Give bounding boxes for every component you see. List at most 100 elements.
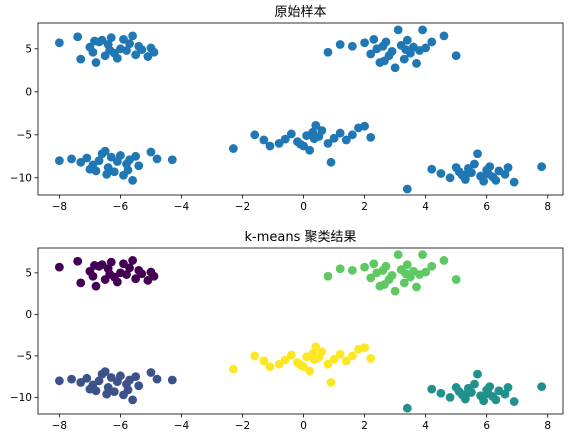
scatter-point	[462, 169, 472, 179]
scatter-point	[296, 360, 305, 370]
x-tick-label: 8	[544, 420, 551, 432]
y-tick-label: −5	[17, 351, 32, 363]
scatter-point	[296, 139, 305, 149]
scatter-point	[380, 56, 389, 66]
scatter-point	[451, 51, 461, 61]
scatter-point	[128, 31, 138, 41]
scatter-point	[54, 38, 64, 48]
scatter-point	[421, 267, 431, 277]
scatter-point	[152, 374, 162, 384]
scatter-point	[483, 389, 493, 399]
x-tick-label: −6	[113, 201, 129, 213]
scatter-point	[116, 371, 125, 381]
scatter-point	[116, 151, 125, 160]
scatter-point	[76, 157, 86, 167]
scatter-point	[90, 261, 99, 270]
scatter-point	[381, 37, 391, 47]
scatter-point	[436, 388, 446, 398]
scatter-point	[366, 273, 376, 283]
scatter-point	[485, 382, 495, 392]
scatter-point	[473, 369, 482, 379]
scatter-point	[402, 260, 412, 269]
scatter-point	[103, 163, 113, 172]
y-tick-label: −5	[17, 130, 32, 142]
scatter-point	[427, 37, 437, 47]
scatter-point	[412, 59, 421, 68]
scatter-point	[122, 46, 131, 55]
scatter-point	[445, 173, 455, 183]
scatter-point	[335, 349, 345, 359]
scatter-point	[305, 366, 315, 376]
scatter-point	[73, 256, 83, 266]
scatter-point	[402, 184, 412, 194]
x-tick-label: −6	[113, 420, 129, 432]
x-tick-label: −2	[235, 420, 250, 432]
scatter-point	[102, 389, 112, 399]
chart-panel-kmeans-result: k-means 聚类结果 −8 −6 −4 −2 0 2 4 6 8 5 0 −5 −10	[10, 230, 564, 432]
plot-frame	[37, 247, 564, 415]
scatter-point	[146, 147, 156, 157]
y-tick-label: 0	[25, 87, 32, 99]
scatter-point	[100, 367, 110, 377]
scatter-point	[483, 169, 493, 179]
scatter-point	[436, 169, 446, 178]
scatter-point	[317, 347, 327, 357]
scatter-point	[250, 351, 260, 361]
scatter-point	[265, 362, 275, 372]
y-tick-label: 5	[25, 44, 32, 56]
scatter-point	[123, 385, 133, 395]
scatter-point	[360, 343, 369, 352]
scatter-point	[102, 169, 112, 179]
scatter-point	[427, 261, 437, 271]
scatter-point	[421, 43, 431, 53]
scatter-point	[134, 381, 144, 391]
scatter-point	[462, 389, 472, 399]
x-tick-label: −2	[235, 201, 250, 213]
x-tick-label: 6	[483, 420, 490, 432]
scatter-point	[112, 277, 122, 287]
scatter-point	[402, 403, 412, 413]
scatter-point	[91, 58, 101, 67]
scatter-point	[286, 350, 296, 360]
scatter-point	[500, 389, 510, 399]
x-tick-label: −8	[52, 420, 67, 432]
x-tick-label: 2	[361, 201, 368, 213]
scatter-point	[329, 354, 339, 364]
scatter-point	[470, 159, 479, 169]
scatter-point	[259, 135, 269, 145]
scatter-point	[54, 156, 64, 166]
x-tick-label: 8	[544, 201, 551, 213]
scatter-point	[360, 262, 369, 272]
scatter-point	[106, 33, 116, 43]
scatter-point	[360, 38, 369, 48]
scatter-point	[323, 271, 333, 281]
scatter-point	[323, 139, 333, 148]
scatter-point	[402, 35, 412, 45]
scatter-point	[167, 375, 177, 385]
scatter-point	[401, 269, 411, 279]
scatter-point	[82, 373, 92, 383]
scatter-point	[67, 154, 76, 164]
scatter-point	[479, 176, 489, 186]
chart-panel-original-samples: 原始样本 −8 −6 −4 −2 0 2 4 6 8 5 0 −5 −10	[10, 5, 564, 213]
scatter-point	[503, 163, 513, 172]
scatter-point	[537, 162, 547, 172]
scatter-points	[54, 250, 547, 413]
x-tick-label: 0	[300, 201, 307, 213]
scatter-point	[131, 151, 141, 161]
scatter-point	[369, 259, 379, 269]
scatter-point	[143, 52, 153, 61]
scatter-point	[265, 141, 275, 151]
scatter-point	[94, 156, 104, 166]
scatter-point	[311, 120, 321, 130]
scatter-point	[390, 63, 400, 73]
y-tick-label: −10	[10, 392, 32, 404]
scatter-point	[380, 280, 389, 289]
scatter-point	[326, 157, 336, 167]
scatter-point	[418, 25, 427, 35]
scatter-point	[451, 275, 461, 284]
scatter-point	[509, 397, 519, 406]
scatter-point	[427, 164, 437, 174]
scatter-point	[323, 47, 333, 57]
